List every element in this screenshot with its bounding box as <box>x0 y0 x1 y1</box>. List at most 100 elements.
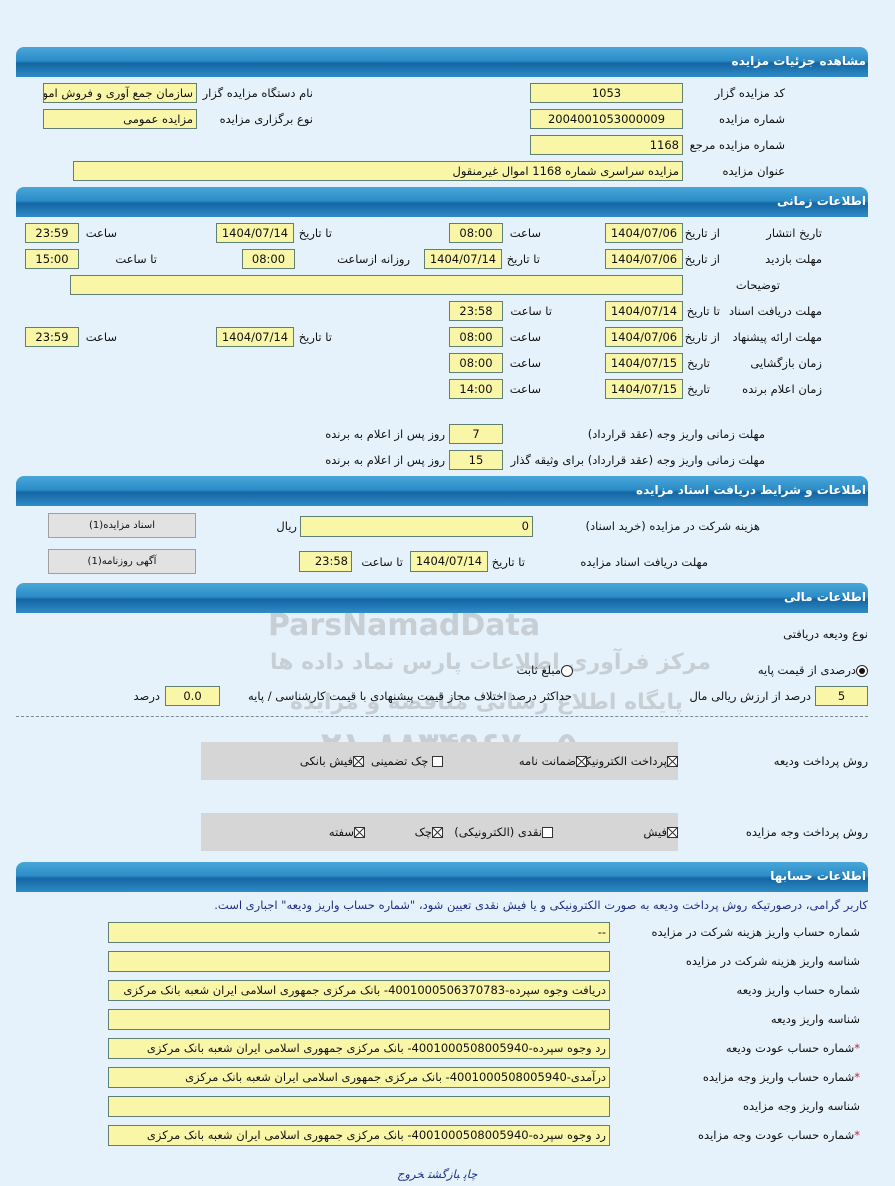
docs-deadline-date[interactable]: 1404/07/14 <box>410 551 488 572</box>
account-field[interactable] <box>108 951 610 972</box>
account-row-label: شماره حساب واریز هزینه شرکت در مزایده <box>652 922 860 942</box>
from-date-label: از تاریخ <box>684 330 720 344</box>
to-date-label: تا تاریخ <box>491 555 525 569</box>
account-field[interactable]: دریافت وجوه سپرده-4001000506370783- بانک… <box>108 980 610 1001</box>
checkbox-label: فیش <box>643 825 667 839</box>
account-field[interactable]: درآمدی-4001000508005940- بانک مرکزی جمهو… <box>108 1067 610 1088</box>
publish-from-date[interactable]: 1404/07/06 <box>605 223 683 243</box>
winner-date[interactable]: 1404/07/15 <box>605 379 683 399</box>
deposit-method-label: روش پرداخت ودیعه <box>773 754 868 768</box>
to-date-label: تا تاریخ <box>298 330 332 344</box>
label-text: شماره حساب واریز ودیعه <box>736 983 860 997</box>
checkbox-unchecked-icon[interactable] <box>542 827 553 838</box>
docs-deadline-label: مهلت دریافت اسناد مزایده <box>580 555 708 569</box>
checkbox-cheque[interactable]: چک <box>415 822 443 842</box>
radio-unchecked-icon[interactable] <box>561 664 573 677</box>
auction-documents-button[interactable]: اسناد مزایده(1) <box>48 513 196 538</box>
auction-type-field[interactable]: مزایده عمومی <box>43 109 197 129</box>
account-row-label: شناسه واریز ودیعه <box>771 1009 860 1029</box>
checkbox-electronic-payment[interactable]: پرداخت الکترونیکی <box>576 751 678 771</box>
exit-link[interactable]: خروج <box>397 1167 424 1181</box>
visit-until-time[interactable]: 15:00 <box>25 249 79 269</box>
max-diff-label: حداکثر درصد اختلاف مجاز قیمت پیشنهادی با… <box>247 689 572 703</box>
to-date-label: تا تاریخ <box>506 252 540 266</box>
checkbox-checked-icon[interactable] <box>667 827 678 838</box>
collateral-payment-deadline-days[interactable]: 15 <box>449 450 503 470</box>
required-mark: * <box>854 1128 860 1142</box>
checkbox-guarantee[interactable]: ضمانت نامه <box>519 751 587 771</box>
from-date-label: از تاریخ <box>684 226 720 240</box>
account-field[interactable]: رد وجوه سپرده-4001000508005940- بانک مرک… <box>108 1038 610 1059</box>
checkbox-bank-receipt[interactable]: فیش بانکی <box>300 751 364 771</box>
checkbox-receipt[interactable]: فیش <box>643 822 678 842</box>
visit-to-date[interactable]: 1404/07/14 <box>424 249 502 269</box>
label-text: شناسه واریز ودیعه <box>770 1012 860 1026</box>
payment-deadline-days[interactable]: 7 <box>449 424 503 444</box>
max-diff-field[interactable]: 0.0 <box>165 686 220 706</box>
code-label: کد مزایده گزار <box>714 86 785 100</box>
auctioneer-code-field[interactable]: 1053 <box>530 83 683 103</box>
checkbox-checked-icon[interactable] <box>432 827 443 838</box>
offer-to-time[interactable]: 23:59 <box>25 327 79 347</box>
docs-to-time[interactable]: 23:58 <box>449 301 503 321</box>
watermark-text: ParsNamadData <box>268 608 541 643</box>
description-field[interactable] <box>70 275 683 295</box>
radio-fixed-amount[interactable]: مبلغ ثابت <box>517 660 573 680</box>
org-label: نام دستگاه مزایده گزار <box>202 86 313 100</box>
deposit-percent-field[interactable]: 5 <box>815 686 868 706</box>
deposit-method-box: پرداخت الکترونیکی ضمانت نامه چک تضمینی ف… <box>201 742 678 780</box>
checkbox-cash-electronic[interactable]: نقدی (الکترونیکی) <box>454 822 553 842</box>
reference-number-field[interactable]: 1168 <box>530 135 683 155</box>
type-label: نوع برگزاری مزایده <box>219 112 313 126</box>
daily-from-label: روزانه ازساعت <box>337 252 410 266</box>
publish-to-date[interactable]: 1404/07/14 <box>216 223 294 243</box>
publish-from-time[interactable]: 08:00 <box>449 223 503 243</box>
footer-links: چاپبازگشتخروج <box>395 1167 479 1181</box>
organization-field[interactable]: سازمان جمع آوری و فروش امو <box>43 83 197 103</box>
checkbox-unchecked-icon[interactable] <box>432 756 443 767</box>
back-link[interactable]: بازگشت <box>427 1167 460 1181</box>
ref-label: شماره مزایده مرجع <box>689 138 785 152</box>
from-date-label: از تاریخ <box>684 252 720 266</box>
publish-to-time[interactable]: 23:59 <box>25 223 79 243</box>
subject-field[interactable]: مزایده سراسری شماره 1168 اموال غیرمنقول <box>73 161 683 181</box>
section-header-timing: اطلاعات زمانی <box>16 187 868 217</box>
opening-date[interactable]: 1404/07/15 <box>605 353 683 373</box>
account-field[interactable] <box>108 1096 610 1117</box>
auction-number-field[interactable]: 2004001053000009 <box>530 109 683 129</box>
winner-announce-label: زمان اعلام برنده <box>742 382 822 396</box>
offer-to-date[interactable]: 1404/07/14 <box>216 327 294 347</box>
offer-from-date[interactable]: 1404/07/06 <box>605 327 683 347</box>
offer-from-time[interactable]: 08:00 <box>449 327 503 347</box>
time-label: ساعت <box>509 356 541 370</box>
account-field[interactable]: رد وجوه سپرده-4001000508005940- بانک مرک… <box>108 1125 610 1146</box>
checkbox-checked-icon[interactable] <box>354 827 365 838</box>
newspaper-ad-button[interactable]: آگهی روزنامه(1) <box>48 549 196 574</box>
visit-daily-from-time[interactable]: 08:00 <box>242 249 295 269</box>
section-header-accounts: اطلاعات حسابها <box>16 862 868 892</box>
opening-time[interactable]: 08:00 <box>449 353 503 373</box>
checkbox-checked-icon[interactable] <box>353 756 364 767</box>
label-text: شماره حساب عودت وجه مزایده <box>698 1128 855 1142</box>
account-field[interactable]: -- <box>108 922 610 943</box>
print-link[interactable]: چاپ <box>463 1167 478 1181</box>
checkbox-checked-icon[interactable] <box>576 756 587 767</box>
time-label: ساعت <box>509 382 541 396</box>
radio-checked-icon[interactable] <box>856 664 868 677</box>
checkbox-checked-icon[interactable] <box>667 756 678 767</box>
winner-time[interactable]: 14:00 <box>449 379 503 399</box>
participation-fee-field[interactable]: 0 <box>300 516 533 537</box>
checkbox-guarantee-cheque[interactable]: چک تضمینی <box>371 751 443 771</box>
docs-deadline-time[interactable]: 23:58 <box>299 551 352 572</box>
until-time-label: تا ساعت <box>115 252 157 266</box>
visit-from-date[interactable]: 1404/07/06 <box>605 249 683 269</box>
description-label: توضیحات <box>735 278 780 292</box>
section-title: مشاهده جزئیات مزایده <box>731 54 866 68</box>
docs-to-date[interactable]: 1404/07/14 <box>605 301 683 321</box>
required-mark: * <box>854 1041 860 1055</box>
account-field[interactable] <box>108 1009 610 1030</box>
radio-percent-of-base[interactable]: درصدی از قیمت پایه <box>758 660 868 680</box>
number-label: شماره مزایده <box>719 112 785 126</box>
checkbox-promissory-note[interactable]: سفته <box>329 822 365 842</box>
docs-deadline-label: مهلت دریافت اسناد <box>729 304 822 318</box>
